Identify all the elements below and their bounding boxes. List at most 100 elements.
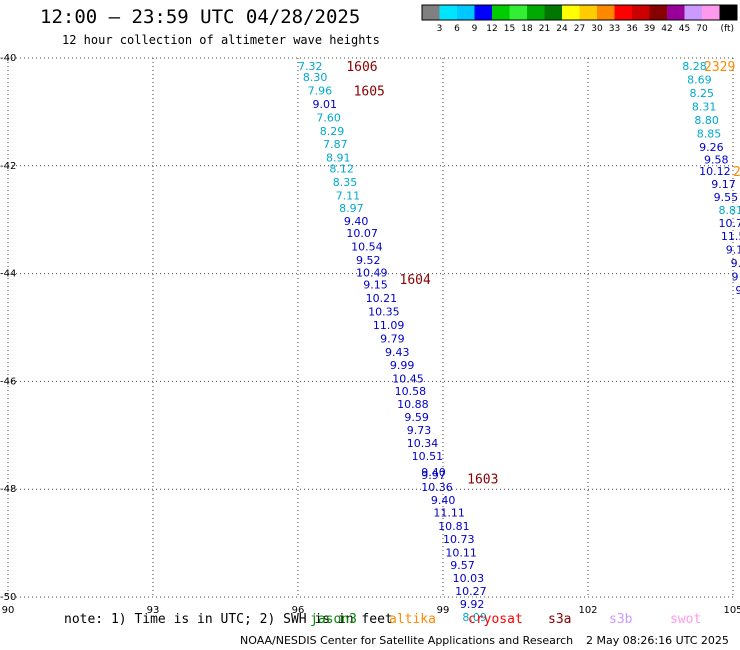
track-a-wave-height: 10.27: [455, 585, 487, 598]
lon-tick-label: 90: [2, 605, 15, 616]
pass-time-marker: 2: [733, 165, 740, 180]
track-b-wave-height: 9.1: [726, 243, 740, 256]
colorbar-swatch: [597, 5, 615, 20]
track-a-wave-height: 9.73: [407, 424, 432, 437]
colorbar-swatch: [457, 5, 475, 20]
colorbar-label: 21: [539, 24, 550, 34]
track-b-wave-height: 9.: [731, 257, 740, 270]
colorbar-label: 36: [626, 24, 638, 34]
track-b-wave-height: 9: [732, 270, 739, 283]
colorbar-label: 3: [437, 24, 443, 34]
track-b-wave-height: 8.81: [719, 204, 740, 217]
track-b-wave-height: 8.69: [687, 74, 712, 87]
track-a-wave-height: 10.36: [421, 481, 453, 494]
track-a-wave-height: 10.88: [397, 398, 429, 411]
track-b-wave-height: 8.28: [682, 60, 707, 73]
track-a-wave-height: 7.11: [336, 189, 361, 202]
track-a-wave-height: 8.97: [339, 202, 364, 215]
track-b-wave-height: 8.80: [694, 114, 719, 127]
colorbar-swatch: [474, 5, 492, 20]
lon-tick-label: 93: [147, 605, 160, 616]
track-a-wave-height: 10.03: [453, 572, 485, 585]
colorbar-swatch: [509, 5, 527, 20]
track-a-wave-height: 10.54: [351, 241, 383, 254]
colorbar-swatch: [544, 5, 562, 20]
pass-time-marker: 1603: [467, 472, 498, 487]
track-a-wave-height: 9.01: [313, 98, 338, 111]
colorbar-label: 30: [591, 24, 603, 34]
pass-time-marker: 1604: [400, 273, 431, 288]
colorbar-swatch: [614, 5, 632, 20]
lat-tick-label: -42: [0, 161, 16, 172]
pass-time-marker: 2329: [704, 60, 735, 75]
track-b-wave-height: 9.26: [699, 141, 724, 154]
colorbar-label: 42: [661, 24, 672, 34]
track-a-wave-height: 8.09: [462, 611, 487, 624]
track-a-wave-height: 8.30: [303, 71, 328, 84]
track-a-wave-height: 7.96: [308, 84, 333, 97]
colorbar-swatch: [579, 5, 597, 20]
lon-tick-label: 105: [723, 605, 740, 616]
track-b-wave-height: 11.58: [721, 230, 740, 243]
track-a-wave-height: 10.81: [438, 520, 470, 533]
pass-time-marker: 1605: [354, 84, 385, 99]
colorbar-label: 45: [679, 24, 690, 34]
page-subtitle: 12 hour collection of altimeter wave hei…: [62, 33, 380, 47]
page-title: 12:00 – 23:59 UTC 04/28/2025: [40, 6, 361, 28]
track-a-wave-height: 9.59: [404, 411, 429, 424]
colorbar-unit: (ft): [721, 24, 735, 34]
track-a-wave-height: 10.58: [395, 385, 427, 398]
colorbar-border: [421, 4, 738, 21]
track-a-wave-height: 9.43: [385, 346, 410, 359]
colorbar-label: 33: [609, 24, 620, 34]
track-a-wave-height: 7.60: [316, 111, 341, 124]
colorbar-label: 6: [454, 24, 460, 34]
satellite-legend-item: jason3: [310, 612, 357, 627]
swh-note: note: 1) Time is in UTC; 2) SWH is in fe…: [64, 612, 393, 627]
track-a-wave-height: 11.09: [373, 319, 405, 332]
track-a-wave-height: 8.91: [326, 152, 351, 165]
track-a-wave-height: 8.12: [329, 162, 354, 175]
track-a-wave-height: 10.07: [346, 227, 378, 240]
track-b-wave-height: 10.74: [719, 217, 740, 230]
colorbar-swatch: [719, 5, 737, 20]
lon-tick-label: 99: [437, 605, 450, 616]
colorbar-swatch: [439, 5, 457, 20]
colorbar-swatch: [562, 5, 580, 20]
colorbar-swatch: [422, 5, 440, 20]
track-a-wave-height: 10.34: [407, 437, 439, 450]
track-a-wave-height: 9.57: [450, 559, 475, 572]
satellite-legend-item: cryosat: [468, 612, 523, 627]
track-a-wave-height: 9.99: [390, 359, 415, 372]
lat-tick-label: -46: [0, 376, 16, 387]
track-b-wave-height: 9: [735, 284, 740, 297]
colorbar-label: 24: [556, 24, 568, 34]
lat-tick-label: -48: [0, 484, 16, 495]
pass-time-marker: 1606: [346, 60, 377, 75]
footer-timestamp: 2 May 08:26:16 UTC 2025: [586, 634, 729, 647]
track-a-wave-height: 10.35: [368, 305, 400, 318]
track-b-wave-height: 8.25: [690, 87, 715, 100]
track-a-wave-height: 7.87: [323, 138, 348, 151]
colorbar-swatch: [492, 5, 510, 20]
track-a-wave-height: 8.29: [320, 125, 345, 138]
lon-tick-label: 96: [292, 605, 305, 616]
colorbar-label: 15: [504, 24, 515, 34]
colorbar-swatch: [527, 5, 545, 20]
satellite-legend-item: s3b: [609, 612, 633, 627]
colorbar-label: 9: [472, 24, 478, 34]
track-a-wave-height: 11.11: [433, 506, 465, 519]
lat-tick-label: -40: [0, 53, 16, 64]
colorbar-swatch: [649, 5, 667, 20]
satellite-legend-item: swot: [670, 612, 702, 627]
lat-tick-label: -50: [0, 592, 16, 603]
footer-credit: NOAA/NESDIS Center for Satellite Applica…: [240, 634, 574, 647]
lon-tick-label: 102: [578, 605, 597, 616]
colorbar-label: 39: [644, 24, 656, 34]
track-a-wave-height: 10.45: [392, 373, 424, 386]
colorbar-label: 12: [486, 24, 497, 34]
colorbar-label: 18: [521, 24, 533, 34]
track-a-wave-height: 9.97: [421, 469, 446, 482]
colorbar-swatch: [632, 5, 650, 20]
